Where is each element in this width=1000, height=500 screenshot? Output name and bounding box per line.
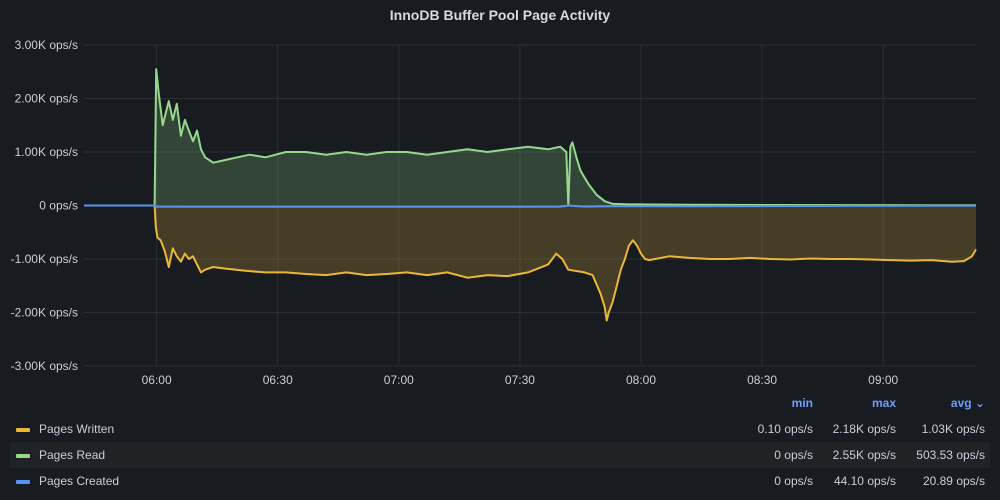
x-tick-label: 09:00 [868, 373, 898, 387]
y-tick-label: 3.00K ops/s [15, 38, 78, 52]
legend-sort-max[interactable]: max [871, 396, 896, 410]
legend-avg-value: 1.03K ops/s [921, 422, 985, 436]
y-tick-label: 0 ops/s [39, 199, 78, 213]
legend-row-pages-written[interactable]: Pages Written 0.10 ops/s 2.18K ops/s 1.0… [10, 416, 990, 442]
legend-max-value: 44.10 ops/s [833, 474, 896, 488]
y-tick-label: 2.00K ops/s [15, 92, 78, 106]
legend-min-value: 0 ops/s [774, 448, 813, 462]
x-tick-label: 06:30 [263, 373, 293, 387]
y-tick-label: 1.00K ops/s [15, 145, 78, 159]
y-tick-label: -1.00K ops/s [11, 252, 78, 266]
legend-row-pages-created[interactable]: Pages Created 0 ops/s 44.10 ops/s 20.89 … [10, 468, 990, 494]
series-area-pages-read [84, 69, 976, 206]
legend-swatch [16, 480, 30, 484]
legend-swatch [16, 428, 30, 432]
series-line-pages-read[interactable] [84, 68, 976, 207]
chart-area: 3.00K ops/s 2.00K ops/s 1.00K ops/s 0 ops/s… [11, 38, 977, 387]
x-tick-label: 06:00 [142, 373, 172, 387]
legend-max-value: 2.55K ops/s [832, 448, 896, 462]
series-layer [84, 68, 977, 322]
legend-row-pages-read[interactable]: Pages Read 0 ops/s 2.55K ops/s 503.53 op… [10, 442, 990, 468]
y-axis: 3.00K ops/s 2.00K ops/s 1.00K ops/s 0 ops/s… [11, 38, 78, 373]
y-tick-label: -3.00K ops/s [11, 359, 78, 373]
x-tick-label: 07:30 [505, 373, 535, 387]
series-line-pages-created[interactable] [84, 204, 976, 208]
x-tick-label: 07:00 [384, 373, 414, 387]
legend-swatch [16, 454, 30, 458]
legend-series-name[interactable]: Pages Read [39, 448, 106, 462]
legend-min-value: 0.10 ops/s [757, 422, 813, 436]
legend: min max avg ⌄ Pages Written 0.10 ops/s 2… [10, 390, 990, 494]
legend-sort-avg[interactable]: avg ⌄ [950, 396, 985, 410]
legend-avg-value: 503.53 ops/s [916, 448, 985, 462]
y-tick-label: -2.00K ops/s [11, 306, 78, 320]
legend-header: min max avg ⌄ [10, 390, 990, 416]
x-tick-label: 08:30 [747, 373, 777, 387]
x-axis: 06:00 06:30 07:00 07:30 08:00 08:30 09:00 [142, 373, 899, 387]
legend-max-value: 2.18K ops/s [832, 422, 896, 436]
x-tick-label: 08:00 [626, 373, 656, 387]
series-area-pages-written [84, 205, 976, 321]
panel-title: InnoDB Buffer Pool Page Activity [389, 7, 611, 23]
legend-avg-value: 20.89 ops/s [922, 474, 985, 488]
series-line-pages-written[interactable] [84, 204, 977, 322]
legend-sort-min[interactable]: min [791, 396, 813, 410]
legend-min-value: 0 ops/s [774, 474, 813, 488]
legend-series-name[interactable]: Pages Created [39, 474, 120, 488]
legend-series-name[interactable]: Pages Written [39, 422, 115, 436]
